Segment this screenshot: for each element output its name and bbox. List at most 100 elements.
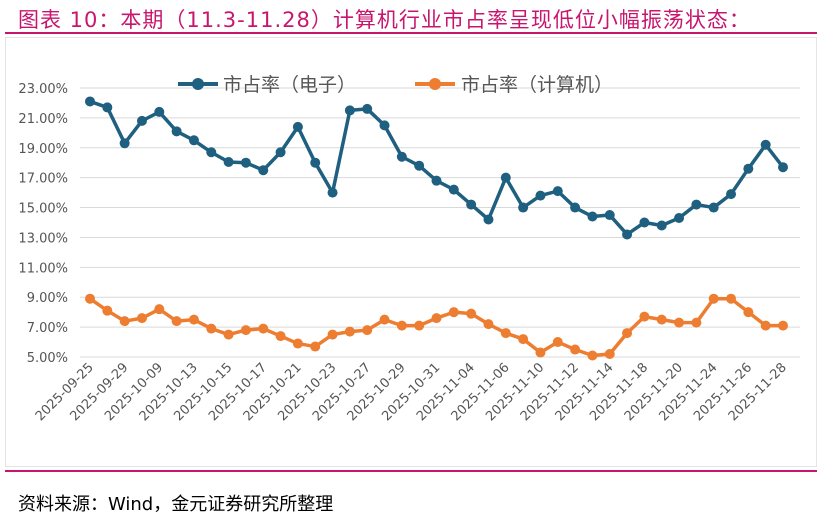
data-point [778,320,788,331]
data-point [223,329,234,340]
data-point [344,105,355,116]
data-point [587,350,598,361]
data-point [622,229,633,240]
y-tick-label: 23.00% [18,82,68,97]
data-point [396,320,407,331]
data-point [466,199,477,210]
data-point [656,220,667,231]
legend-label: 市占率（电子） [223,74,356,96]
data-point [726,293,737,304]
data-point [604,210,615,221]
data-point [154,106,165,117]
data-point [102,305,113,316]
data-point [535,347,546,358]
data-point [708,202,719,213]
data-point [310,157,321,168]
data-point [708,293,719,304]
data-point [310,341,321,352]
data-point [535,190,546,201]
data-point [188,314,199,325]
figure-title: 图表 10：本期（11.3-11.28）计算机行业市占率呈现低位小幅振荡状态： [18,8,751,32]
data-point [414,160,425,171]
legend-marker [429,78,441,90]
data-point [448,184,459,195]
data-point [171,126,182,137]
data-point [292,121,303,132]
data-point [622,328,633,339]
data-point [136,313,147,324]
data-point [570,344,581,355]
data-point [85,293,95,304]
data-point [500,172,511,183]
data-point [154,304,165,315]
source-note: 资料来源：Wind，金元证券研究所整理 [18,494,334,515]
data-point [102,102,113,113]
data-point [327,187,338,198]
data-point [587,211,598,222]
y-tick-label: 19.00% [18,142,68,157]
y-tick-label: 13.00% [18,231,68,246]
y-tick-label: 11.00% [18,261,68,276]
data-point [518,334,529,345]
data-point [639,217,650,228]
data-point [327,329,338,340]
data-point [431,175,442,186]
data-point [448,307,459,318]
data-point [674,213,685,224]
data-point [691,317,702,328]
data-point [656,314,667,325]
data-point [396,151,407,162]
data-point [483,319,494,330]
data-point [171,316,182,327]
data-point [240,157,251,168]
y-tick-label: 15.00% [18,202,68,217]
title-divider [5,32,817,34]
data-point [188,135,199,146]
data-point [240,325,251,336]
data-point [258,165,269,176]
y-tick-label: 9.00% [27,291,68,306]
data-point [778,162,788,173]
data-point [85,96,95,107]
data-point [362,103,373,114]
source-divider [5,470,817,472]
data-point [570,202,581,213]
data-point [275,147,286,158]
data-point [674,317,685,328]
data-point [119,138,130,149]
data-point [223,156,234,167]
y-tick-label: 21.00% [18,112,68,127]
data-point [119,316,130,327]
data-point [275,331,286,342]
data-point [379,314,390,325]
data-point [379,120,390,131]
y-tick-label: 7.00% [27,321,68,336]
data-point [726,189,737,200]
data-point [292,338,303,349]
data-point [344,326,355,337]
data-point [639,311,650,322]
data-point [743,163,754,174]
data-point [691,199,702,210]
data-point [362,325,373,336]
data-point [552,186,563,197]
data-point [258,323,269,334]
chart-frame [5,37,817,467]
data-point [500,328,511,339]
y-tick-label: 5.00% [27,351,68,366]
data-point [604,349,615,360]
legend-marker [192,78,204,90]
y-tick-label: 17.00% [18,172,68,187]
data-point [206,147,217,158]
data-point [483,214,494,225]
data-point [552,337,563,348]
data-point [414,320,425,331]
data-point [206,323,217,334]
data-point [743,307,754,318]
data-point [760,320,771,331]
data-point [136,115,147,126]
data-point [760,139,771,150]
data-point [466,308,477,319]
data-point [518,202,529,213]
